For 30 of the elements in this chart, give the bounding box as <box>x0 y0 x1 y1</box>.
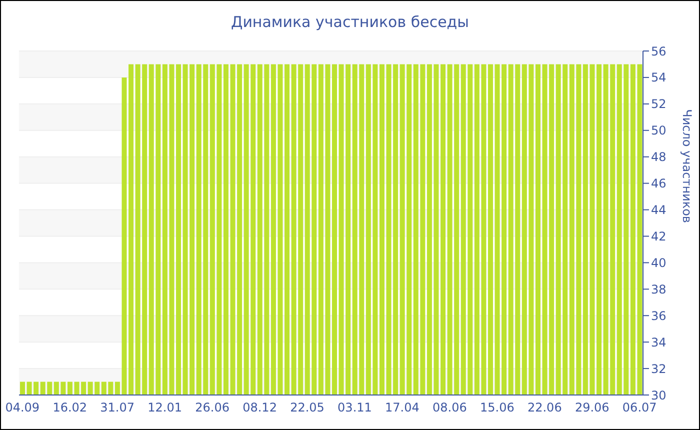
y-tick-label: 36 <box>651 308 666 323</box>
x-tick-label: 31.07 <box>100 400 135 415</box>
x-tick-label: 04.09 <box>5 400 40 415</box>
y-tick-label: 32 <box>651 362 666 376</box>
x-tick-label: 17.04 <box>385 400 420 415</box>
x-tick-label: 08.06 <box>432 400 467 415</box>
y-tick-label: 34 <box>651 335 666 350</box>
x-tick-label: 03.11 <box>338 400 372 415</box>
x-tick-label: 12.01 <box>148 400 182 415</box>
y-tick-label: 38 <box>651 282 666 296</box>
chart-title: Динамика участников беседы <box>230 13 470 31</box>
x-tick-label: 22.06 <box>527 400 562 415</box>
y-tick-label: 30 <box>651 388 666 402</box>
y-tick-label: 46 <box>651 176 666 191</box>
y-tick-label: 56 <box>651 44 666 58</box>
y-tick-label: 42 <box>651 229 666 244</box>
x-tick-label: 26.06 <box>195 400 230 415</box>
y-tick-label: 40 <box>651 256 666 270</box>
x-tick-label: 22.05 <box>290 400 324 415</box>
x-tick-label: 08.12 <box>242 400 277 415</box>
x-tick-label: 06.07 <box>622 400 657 415</box>
y-tick-label: 52 <box>651 97 666 112</box>
y-tick-label: 48 <box>651 150 666 164</box>
y-axis-title: Число участников <box>680 109 694 223</box>
x-tick-label: 15.06 <box>480 400 514 415</box>
x-tick-label: 16.02 <box>52 400 88 415</box>
y-tick-label: 50 <box>651 124 666 138</box>
x-tick-label: 29.06 <box>574 400 610 415</box>
y-tick-label: 54 <box>651 70 666 85</box>
y-tick-label: 44 <box>651 203 666 218</box>
